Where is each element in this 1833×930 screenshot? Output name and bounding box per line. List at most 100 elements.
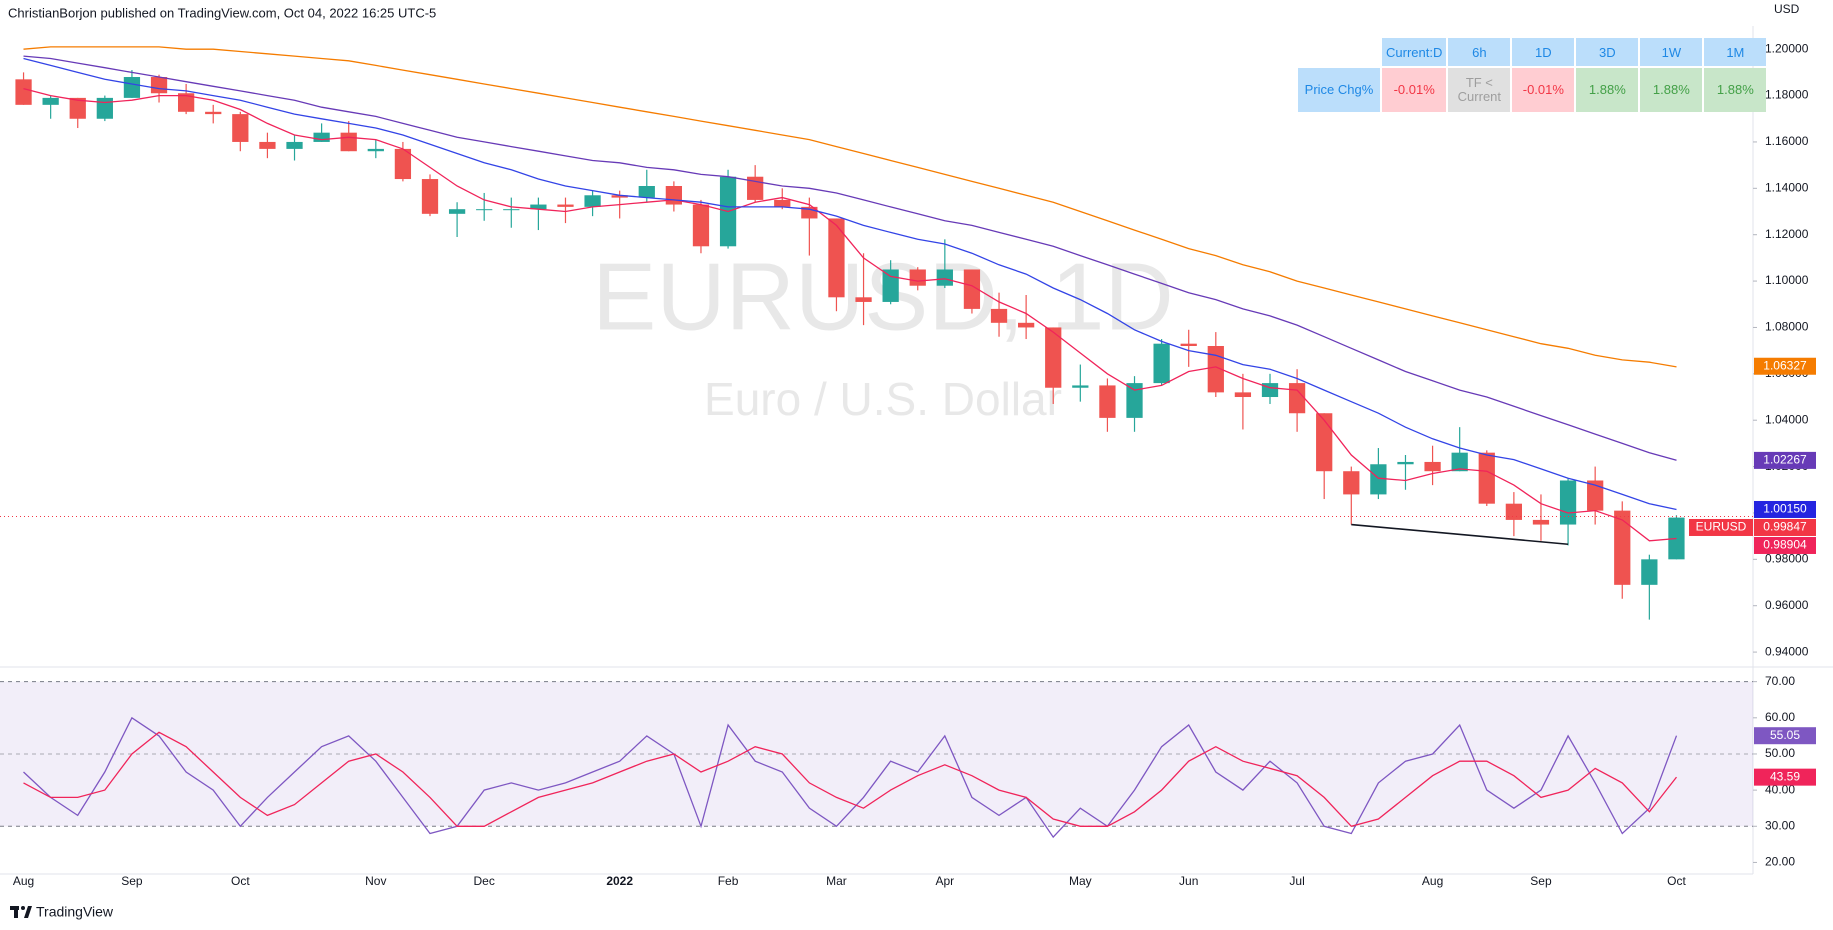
candle-body [801,206,818,219]
x-tick-label: Sep [121,874,143,888]
table-header: 1D [1512,38,1575,66]
candle-body [1072,385,1089,388]
candle-body [1641,559,1658,585]
candle-body [1207,346,1224,393]
table-header: Current:D [1382,38,1447,66]
price-label: 0.99847 [1763,520,1807,534]
x-tick-label: Mar [826,874,847,888]
y-tick-label: 50.00 [1765,746,1795,760]
candle-body [1532,519,1550,525]
x-tick-label: Sep [1530,874,1552,888]
x-tick-label: Aug [1422,874,1443,888]
candle-body [1559,480,1577,525]
price-label-bg [1754,500,1816,518]
table-cell: 1.88% [1640,68,1703,112]
y-tick-label: 1.20000 [1765,41,1809,55]
logo-part [14,906,18,918]
y-tick-label: 40.00 [1765,782,1795,796]
y-tick-label: 0.96000 [1765,598,1809,612]
candle-body [1451,452,1468,472]
x-tick-label: Oct [1667,874,1686,888]
table-cell: TF < Current [1448,68,1511,112]
candle-body [340,132,357,152]
y-tick-label: 1.10000 [1765,273,1809,287]
table-cell: 1.88% [1576,68,1639,112]
candle-body [1505,503,1522,520]
candle-body [123,77,141,98]
y-tick-label: 20.00 [1765,855,1795,869]
table-cell: -0.01% [1512,68,1575,112]
price-label-bg [1754,451,1816,469]
y-tick-label: 1.08000 [1765,320,1809,334]
candle-body [1587,480,1604,511]
candle-body [584,195,601,207]
price-change-table: Current:D 6h 1D 3D 1W 1M Price Chg% -0.0… [1296,36,1768,114]
candle-body [1288,383,1306,414]
candle-body [936,269,953,286]
candle-body [855,297,872,302]
candle-body [1397,461,1414,465]
candle-body [394,148,412,180]
candle-body [990,308,1008,323]
candle-body [69,97,86,119]
candle-body [96,97,113,119]
candle-body [1478,452,1495,504]
y-tick-label: 0.98000 [1765,552,1809,566]
x-tick-label: Jun [1179,874,1198,888]
symbol-label-bg [1689,518,1753,536]
logo-part [24,906,32,918]
table-cell: 1.88% [1704,68,1767,112]
candle-body [530,204,547,210]
price-label: 55.05 [1770,728,1800,742]
y-tick-label: 70.00 [1765,674,1795,688]
candle-body [42,97,59,105]
table-header: 1M [1704,38,1767,66]
x-tick-label: Dec [474,874,495,888]
x-tick-label: Apr [935,874,954,888]
currency: USD [1774,2,1800,16]
y-tick-label: 30.00 [1765,818,1795,832]
x-tick-label: Nov [365,874,386,888]
candle-body [1126,383,1143,418]
indicator-line [23,87,1677,542]
x-tick-label: May [1069,874,1092,888]
candle-body [828,218,845,298]
y-tick-label: 0.94000 [1765,644,1809,658]
y-tick-label: 1.12000 [1765,227,1809,241]
table-corner [1298,38,1380,66]
price-label-bg [1754,536,1816,554]
candle-body [421,179,439,214]
candle-body [1343,471,1360,495]
price-label: 43.59 [1770,769,1800,783]
candle-body [367,148,384,152]
y-tick-label: 60.00 [1765,710,1795,724]
candle-body [178,93,195,112]
brand: TradingView [36,904,114,920]
candle-body [286,141,303,149]
candle-body [1316,413,1333,472]
table-row-label: Price Chg% [1298,68,1380,112]
price-label: 0.98904 [1763,538,1807,552]
tradingview-logo: TradingView [10,904,114,920]
y-tick-label: 1.04000 [1765,412,1809,426]
candle-body [503,209,520,211]
symbol-label: EURUSD [1696,520,1747,534]
candle-body [882,269,899,302]
candle-body [205,111,222,115]
candle-body [476,209,493,211]
indicator-line [23,46,1677,368]
indicator-line [23,716,1678,839]
candle-body [1018,322,1035,328]
candle-body [1370,464,1387,495]
candle-body [909,269,926,286]
candle-body [1153,343,1170,384]
rsi-band [0,681,1753,827]
candle-body [313,132,330,142]
candle-body [611,195,628,198]
trendline [1351,523,1569,546]
candle-body [638,186,655,198]
candle-body [774,199,791,207]
candle-body [232,114,249,142]
